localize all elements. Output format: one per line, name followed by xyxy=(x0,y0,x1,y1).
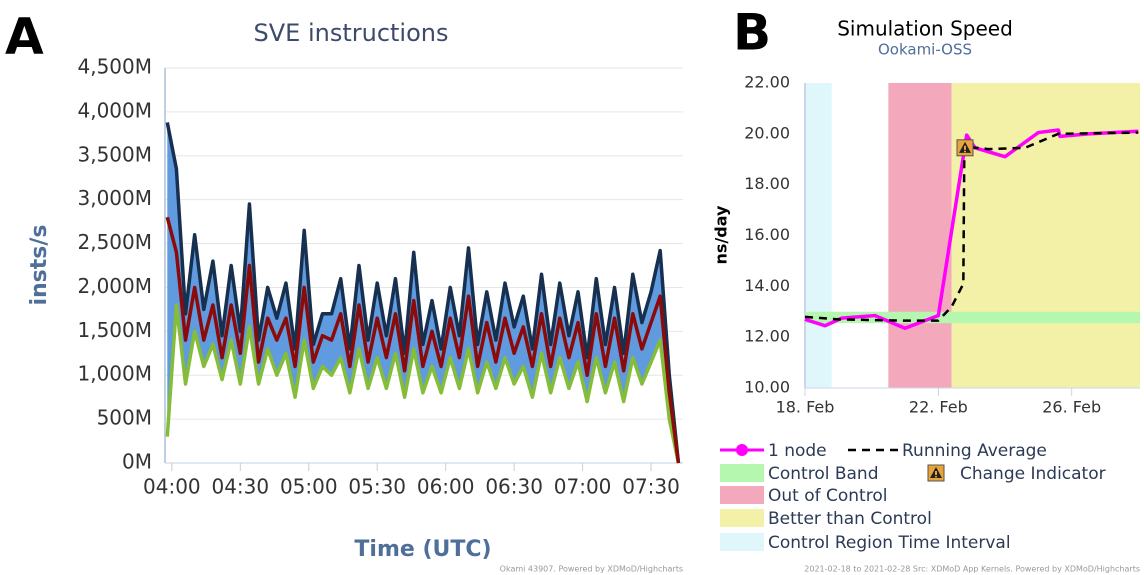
y-tick-label: 20.00 xyxy=(744,123,790,142)
series-line xyxy=(165,122,681,464)
plot-band xyxy=(805,83,832,388)
y-tick-label: 4,000M xyxy=(77,98,152,122)
y-tick-label: 1,500M xyxy=(77,318,152,342)
y-tick-label: 14.00 xyxy=(744,276,790,295)
legend-symbol xyxy=(720,486,764,504)
y-tick-label: 4,500M xyxy=(77,55,152,79)
x-tick-label: 07:30 xyxy=(622,475,680,499)
y-tick-label: 500M xyxy=(97,406,152,430)
y-tick-label: 2,000M xyxy=(77,274,152,298)
series-line xyxy=(165,216,681,464)
legend-label: Running Average xyxy=(902,441,1047,461)
credits: 2021-02-18 to 2021-02-28 Src: XDMoD App … xyxy=(804,565,1140,574)
x-tick-label: 26. Feb xyxy=(1042,398,1101,417)
x-tick-label: 06:00 xyxy=(417,475,475,499)
y-tick-label: 3,000M xyxy=(77,186,152,210)
y-tick-label: 0M xyxy=(122,450,152,474)
y-tick-label: 12.00 xyxy=(744,327,790,346)
plot-band xyxy=(805,311,1140,324)
legend-symbol xyxy=(720,464,764,482)
x-tick-label: 05:30 xyxy=(348,475,406,499)
plot-band xyxy=(951,83,1140,388)
marker-bang xyxy=(935,471,937,475)
x-tick-label: 05:00 xyxy=(280,475,338,499)
x-tick-label: 04:00 xyxy=(143,475,201,499)
marker-dot xyxy=(935,476,937,478)
change-indicator xyxy=(956,139,974,157)
legend-symbol xyxy=(736,444,748,456)
y-axis-title: insts/s xyxy=(27,224,52,305)
x-axis-title: Time (UTC) xyxy=(354,537,491,562)
legend-label: Control Region Time Interval xyxy=(768,533,1011,553)
legend-label: Better than Control xyxy=(768,509,932,529)
x-tick-label: 07:00 xyxy=(554,475,612,499)
plot-band xyxy=(888,83,952,388)
credits: Okami 43907. Powered by XDMoD/Highcharts xyxy=(500,565,683,574)
series-line xyxy=(165,303,681,464)
change-indicator xyxy=(927,464,945,482)
x-tick-label: 18. Feb xyxy=(776,398,835,417)
chart-subtitle: Ookami-OSS xyxy=(878,41,972,59)
legend-symbol xyxy=(720,509,764,527)
legend-symbol xyxy=(720,533,764,551)
y-tick-label: 22.00 xyxy=(744,73,790,92)
panel-label: B xyxy=(733,4,771,62)
legend-label: Control Band xyxy=(768,464,879,484)
legend-label: 1 node xyxy=(768,441,827,461)
marker-dot xyxy=(964,150,966,153)
y-axis-title: ns/day xyxy=(712,205,731,265)
y-tick-label: 18.00 xyxy=(744,174,790,193)
x-tick-label: 22. Feb xyxy=(909,398,968,417)
y-tick-label: 2,500M xyxy=(77,230,152,254)
marker-bang xyxy=(964,145,966,150)
x-tick-label: 04:30 xyxy=(211,475,269,499)
panel-label: A xyxy=(5,8,44,66)
chart-title: Simulation Speed xyxy=(837,17,1013,41)
legend-label: Out of Control xyxy=(768,486,887,506)
series-line xyxy=(804,131,1139,322)
chart-title: SVE instructions xyxy=(254,19,449,47)
y-tick-label: 1,000M xyxy=(77,362,152,386)
y-tick-label: 3,500M xyxy=(77,142,152,166)
y-tick-label: 16.00 xyxy=(744,225,790,244)
range-area xyxy=(167,122,679,463)
y-tick-label: 10.00 xyxy=(744,378,790,397)
legend-label: Change Indicator xyxy=(960,464,1106,484)
x-tick-label: 06:30 xyxy=(485,475,543,499)
